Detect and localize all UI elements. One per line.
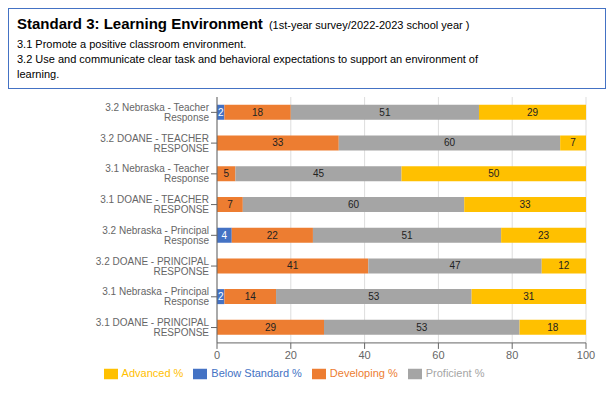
svg-text:0: 0 bbox=[214, 349, 220, 361]
svg-text:29: 29 bbox=[265, 322, 277, 333]
html-text:Advanced %: Advanced % bbox=[121, 366, 184, 379]
html-text:learning.: learning. bbox=[17, 68, 60, 80]
svg-text:4: 4 bbox=[222, 230, 228, 241]
svg-text:12: 12 bbox=[558, 260, 570, 271]
svg-text:40: 40 bbox=[358, 349, 370, 361]
svg-text:14: 14 bbox=[245, 291, 257, 302]
svg-text:31: 31 bbox=[523, 291, 535, 302]
svg-text:20: 20 bbox=[285, 349, 297, 361]
svg-text:3.2 DOANE - PRINCIPALRESPONSE: 3.2 DOANE - PRINCIPALRESPONSE bbox=[96, 256, 210, 277]
svg-text:18: 18 bbox=[547, 322, 559, 333]
svg-text:22: 22 bbox=[267, 230, 279, 241]
svg-text:3.1 Nebraska - PrincipalRespon: 3.1 Nebraska - PrincipalResponse bbox=[102, 286, 209, 307]
svg-text:18: 18 bbox=[252, 107, 264, 118]
svg-text:47: 47 bbox=[449, 260, 461, 271]
svg-text:5: 5 bbox=[223, 168, 229, 179]
svg-text:60: 60 bbox=[444, 137, 456, 148]
svg-text:2: 2 bbox=[218, 291, 224, 302]
html-text:Below Standard %: Below Standard % bbox=[211, 366, 302, 379]
svg-text:2: 2 bbox=[218, 107, 224, 118]
html-text:Proficient %: Proficient % bbox=[425, 366, 485, 379]
svg-text:29: 29 bbox=[527, 107, 539, 118]
svg-text:3.2 Nebraska - PrincipalRespon: 3.2 Nebraska - PrincipalResponse bbox=[102, 225, 209, 246]
html-text:3.1 Promote a positive classro: 3.1 Promote a positive classroom environ… bbox=[17, 38, 247, 50]
svg-text:100: 100 bbox=[577, 349, 595, 361]
svg-text:53: 53 bbox=[368, 291, 380, 302]
svg-text:51: 51 bbox=[401, 230, 413, 241]
svg-text:3.1 DOANE - TEACHERRESPONSE: 3.1 DOANE - TEACHERRESPONSE bbox=[100, 194, 209, 215]
html-text:3.2 Use and communicate clear: 3.2 Use and communicate clear task and b… bbox=[17, 53, 478, 65]
svg-text:51: 51 bbox=[379, 107, 391, 118]
html-text:Developing %: Developing % bbox=[329, 366, 398, 379]
svg-text:53: 53 bbox=[416, 322, 428, 333]
svg-text:3.1 DOANE - PRINCIPALRESPONSE: 3.1 DOANE - PRINCIPALRESPONSE bbox=[96, 317, 210, 338]
svg-text:41: 41 bbox=[287, 260, 299, 271]
svg-text:3.2 DOANE - TEACHERRESPONSE: 3.2 DOANE - TEACHERRESPONSE bbox=[100, 133, 209, 154]
svg-text:7: 7 bbox=[570, 137, 576, 148]
svg-text:23: 23 bbox=[538, 230, 550, 241]
svg-text:3.2 Nebraska - TeacherResponse: 3.2 Nebraska - TeacherResponse bbox=[105, 102, 209, 123]
svg-text:60: 60 bbox=[432, 349, 444, 361]
svg-text:45: 45 bbox=[313, 168, 325, 179]
svg-text:33: 33 bbox=[272, 137, 284, 148]
svg-text:50: 50 bbox=[488, 168, 500, 179]
html-text:Standard 3: Learning Environme: Standard 3: Learning Environment (1st-ye… bbox=[17, 15, 470, 32]
svg-text:80: 80 bbox=[506, 349, 518, 361]
svg-text:33: 33 bbox=[520, 199, 532, 210]
svg-text:3.1 Nebraska - TeacherResponse: 3.1 Nebraska - TeacherResponse bbox=[105, 163, 209, 184]
svg-text:7: 7 bbox=[227, 199, 233, 210]
svg-text:60: 60 bbox=[348, 199, 360, 210]
